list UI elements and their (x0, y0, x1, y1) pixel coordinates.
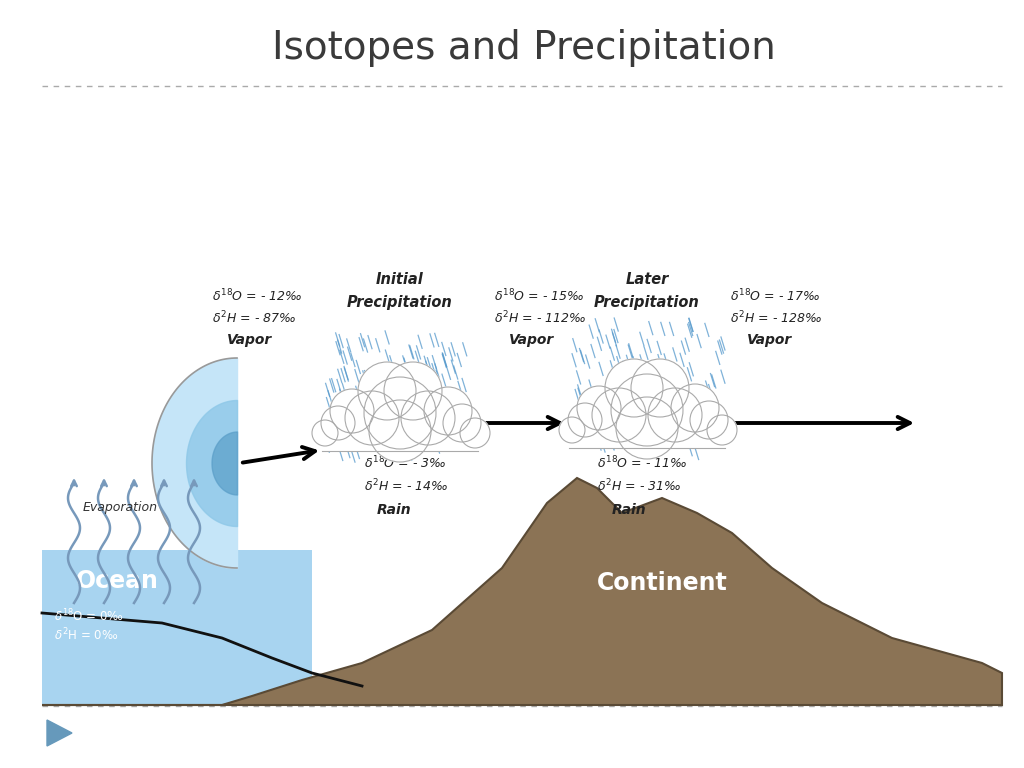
Polygon shape (47, 720, 72, 746)
Circle shape (312, 420, 338, 446)
Circle shape (364, 377, 436, 449)
Circle shape (401, 391, 455, 445)
Text: Continent: Continent (597, 571, 727, 595)
Text: $\delta^{2}$H = - 128‰: $\delta^{2}$H = - 128‰ (730, 310, 822, 326)
Circle shape (616, 397, 678, 459)
Text: Evaporation: Evaporation (83, 502, 158, 515)
Text: $\delta^{18}$O = 0‰: $\delta^{18}$O = 0‰ (54, 607, 124, 624)
Text: Initial: Initial (376, 273, 424, 287)
Circle shape (345, 391, 399, 445)
Circle shape (559, 417, 585, 443)
Text: Vapor: Vapor (746, 333, 793, 347)
FancyBboxPatch shape (42, 550, 312, 705)
Circle shape (631, 359, 689, 417)
Circle shape (568, 403, 602, 437)
Text: $\delta^{2}$H = - 112‰: $\delta^{2}$H = - 112‰ (494, 310, 587, 326)
Text: Rain: Rain (612, 503, 646, 517)
Text: Precipitation: Precipitation (347, 296, 453, 310)
Text: Vapor: Vapor (509, 333, 554, 347)
Text: Vapor: Vapor (227, 333, 272, 347)
Circle shape (369, 400, 431, 462)
Text: $\delta^{18}$O = - 11‰: $\delta^{18}$O = - 11‰ (597, 455, 687, 472)
Circle shape (707, 415, 737, 445)
Circle shape (648, 388, 702, 442)
FancyBboxPatch shape (569, 423, 725, 448)
FancyBboxPatch shape (322, 426, 478, 451)
Text: $\delta^{2}$H = 0‰: $\delta^{2}$H = 0‰ (54, 627, 119, 644)
Circle shape (690, 401, 728, 439)
Text: $\delta^{18}$O = - 15‰: $\delta^{18}$O = - 15‰ (494, 288, 585, 304)
Circle shape (321, 406, 355, 440)
Text: Later: Later (626, 273, 669, 287)
Circle shape (605, 359, 663, 417)
Text: Rain: Rain (377, 503, 412, 517)
Text: $\delta^{18}$O = - 12‰: $\delta^{18}$O = - 12‰ (212, 288, 302, 304)
Text: $\delta^{18}$O = - 17‰: $\delta^{18}$O = - 17‰ (730, 288, 820, 304)
Circle shape (611, 374, 683, 446)
Text: $\delta^{18}$O = - 3‰: $\delta^{18}$O = - 3‰ (364, 455, 446, 472)
Text: Ocean: Ocean (76, 569, 159, 593)
Circle shape (384, 362, 442, 420)
Text: $\delta^{2}$H = - 87‰: $\delta^{2}$H = - 87‰ (212, 310, 296, 326)
Circle shape (577, 386, 621, 430)
Text: $\delta^{2}$H = - 31‰: $\delta^{2}$H = - 31‰ (597, 478, 681, 495)
Text: Isotopes and Precipitation: Isotopes and Precipitation (272, 29, 776, 67)
Circle shape (330, 389, 374, 433)
Circle shape (671, 384, 719, 432)
Circle shape (460, 418, 490, 448)
Circle shape (443, 404, 481, 442)
Polygon shape (42, 478, 1002, 705)
Circle shape (424, 387, 472, 435)
Circle shape (358, 362, 416, 420)
Text: $\delta^{2}$H = - 14‰: $\delta^{2}$H = - 14‰ (364, 478, 449, 495)
Circle shape (592, 388, 646, 442)
Text: Precipitation: Precipitation (594, 296, 699, 310)
